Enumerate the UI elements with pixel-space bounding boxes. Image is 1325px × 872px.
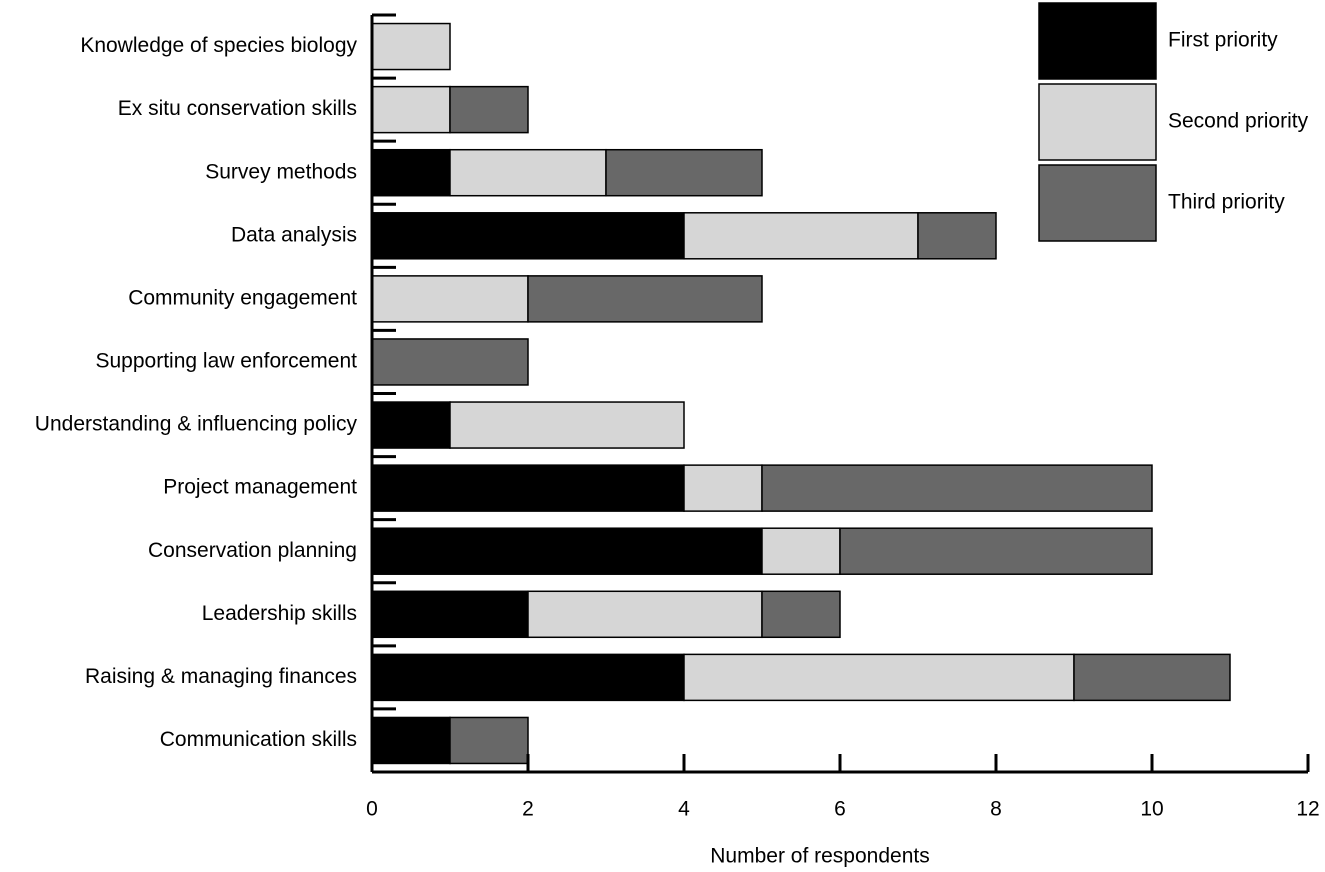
bar-segment [371,212,685,260]
legend-swatch [1038,164,1157,242]
bar-segment [449,401,685,449]
x-tick-label: 0 [366,798,378,821]
y-tick-label: Supporting law enforcement [96,350,358,373]
bar-segment [371,653,685,702]
y-tick-label: Understanding & influencing policy [35,413,358,436]
legend-label: Second priority [1168,110,1309,133]
y-tick-label: Community engagement [128,286,357,309]
y-tick-label: Ex situ conservation skills [118,97,357,120]
bar-segment [449,716,529,765]
x-tick-label: 12 [1296,798,1319,821]
x-tick-label: 2 [522,798,534,821]
bar-segment [449,148,607,197]
bar-segment [527,275,763,323]
bar-segment [371,716,451,765]
legend-swatch [1038,2,1157,80]
y-tick-label: Raising & managing finances [85,665,357,688]
bar-segment [371,22,451,71]
bar-segment [839,527,1153,575]
bar-segment [683,653,1075,702]
bar-segment [371,148,451,197]
bar-segment [683,464,763,512]
bar-segment [527,590,763,639]
bar-segment [371,464,685,512]
bar-segment [371,590,529,639]
legend-label: First priority [1168,29,1278,52]
bar-segment [917,212,997,260]
y-tick-label: Project management [163,476,357,499]
bar-segment [761,527,841,575]
bar-segment [371,527,763,575]
x-tick-label: 10 [1140,798,1163,821]
legend-label: Third priority [1168,191,1285,214]
x-tick-label: 6 [834,798,846,821]
y-tick-label: Knowledge of species biology [80,34,357,57]
legend-swatch [1038,83,1157,161]
bar-segment [683,212,919,260]
y-tick-label: Survey methods [205,160,357,183]
bar-segment [1073,653,1231,702]
bar-segment [371,338,529,386]
x-tick-label: 8 [990,798,1002,821]
bar-segment [371,401,451,449]
y-tick-label: Conservation planning [148,539,357,562]
bar-segment [605,148,763,197]
y-tick-label: Communication skills [160,728,357,751]
y-tick-label: Leadership skills [202,602,357,625]
bar-segment [761,464,1153,512]
x-tick-label: 4 [678,798,690,821]
bar-segment [761,590,841,639]
y-tick-label: Data analysis [231,223,357,246]
bar-segment [371,85,451,134]
x-axis-label: Number of respondents [710,845,929,868]
bar-segment [371,275,529,323]
bar-segment [449,85,529,134]
